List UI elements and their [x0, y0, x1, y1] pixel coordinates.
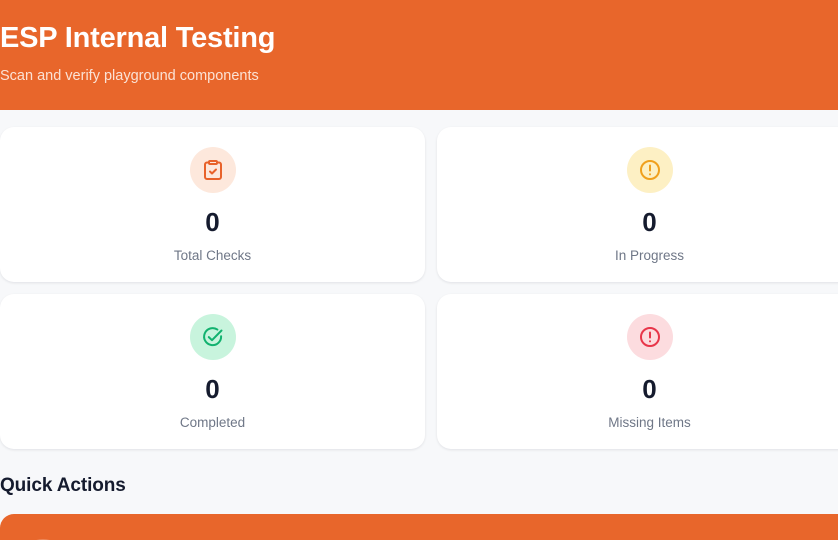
stat-card-completed[interactable]: 0 Completed — [0, 294, 425, 449]
page-title: ESP Internal Testing — [0, 22, 276, 54]
stat-card-in-progress[interactable]: 0 In Progress — [437, 127, 838, 282]
stat-label: Missing Items — [608, 414, 691, 430]
stat-value: 0 — [205, 373, 220, 404]
quick-actions-section: Quick Actions — [0, 449, 838, 540]
stat-label: Completed — [179, 414, 246, 430]
stat-card-total-checks[interactable]: 0 Total Checks — [0, 127, 425, 282]
alert-circle-icon — [626, 313, 673, 360]
alert-circle-icon — [626, 146, 673, 193]
quick-actions-title: Quick Actions — [0, 475, 126, 496]
page-subtitle: Scan and verify playground components — [0, 68, 259, 85]
stat-label: In Progress — [614, 247, 685, 263]
check-circle-icon — [189, 313, 236, 360]
stat-value: 0 — [642, 206, 657, 237]
stat-card-missing-items[interactable]: 0 Missing Items — [437, 294, 838, 449]
stats-grid: 0 Total Checks 0 In Progress — [0, 110, 838, 449]
app-header: ESP Internal Testing Scan and verify pla… — [0, 0, 838, 110]
stat-value: 0 — [642, 373, 657, 404]
stat-label: Total Checks — [173, 247, 252, 263]
quick-action-primary-button[interactable] — [0, 514, 838, 540]
stat-value: 0 — [205, 206, 220, 237]
clipboard-check-icon — [189, 146, 236, 193]
